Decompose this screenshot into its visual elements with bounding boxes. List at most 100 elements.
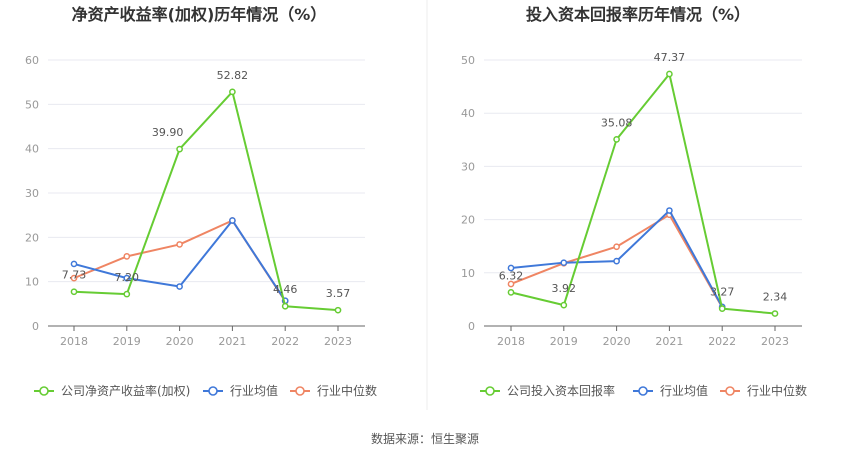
data-labels: 6.32 3.92 35.08 47.37 3.27 2.34 — [499, 51, 788, 304]
data-point — [666, 207, 673, 214]
data-label: 3.92 — [552, 282, 577, 295]
x-tick-label: 2018 — [497, 335, 525, 348]
data-label: 6.32 — [499, 269, 524, 282]
series-lines — [70, 88, 342, 314]
grid-lines — [484, 59, 802, 274]
legend-item[interactable]: 行业中位数 — [290, 383, 377, 398]
data-point — [176, 283, 183, 290]
legend-swatch-marker — [638, 386, 648, 396]
data-label: 2.34 — [763, 291, 788, 304]
y-tick-label: 50 — [25, 98, 39, 111]
data-point — [123, 290, 131, 298]
data-point — [613, 136, 620, 143]
data-label: 47.37 — [654, 51, 686, 64]
y-tick-label: 30 — [461, 160, 475, 173]
legend-label: 行业均值 — [230, 383, 278, 398]
data-point — [718, 305, 726, 312]
y-axis-ticks: 0 10 20 30 40 50 — [461, 54, 475, 333]
legend-item[interactable]: 行业均值 — [633, 383, 708, 398]
y-axis-ticks: 0 10 20 30 40 50 60 — [25, 54, 39, 333]
x-tick-label: 2020 — [166, 335, 194, 348]
series-line — [510, 72, 776, 315]
data-point — [176, 145, 183, 153]
data-source-note: 数据来源：恒生聚源 — [371, 431, 479, 446]
y-tick-label: 10 — [461, 267, 475, 280]
grid-lines — [48, 59, 365, 283]
y-tick-label: 10 — [25, 276, 39, 289]
y-tick-label: 40 — [461, 107, 475, 120]
y-tick-label: 60 — [25, 54, 39, 67]
data-point — [771, 310, 779, 317]
data-point — [613, 243, 620, 251]
x-tick-label: 2019 — [113, 335, 141, 348]
legend-item[interactable]: 行业中位数 — [720, 383, 807, 398]
data-point — [123, 274, 131, 282]
y-tick-label: 40 — [25, 143, 39, 156]
y-tick-label: 30 — [25, 187, 39, 200]
legend-item[interactable]: 公司投入资本回报率 — [480, 383, 615, 398]
chart-title: 净资产收益率(加权)历年情况（%） — [72, 5, 327, 24]
legend-label: 行业中位数 — [747, 383, 807, 398]
series-lines — [507, 70, 779, 317]
legend-swatch-marker — [295, 386, 305, 396]
data-point — [507, 289, 515, 296]
legend[interactable]: 公司净资产收益率(加权) 行业均值 行业中位数 — [34, 383, 377, 398]
roe-chart: 净资产收益率(加权)历年情况（%） 0 10 20 30 40 50 60 2018 2019… — [25, 5, 377, 398]
series-line — [73, 90, 339, 312]
x-axis-ticks: 2018 2019 2020 2021 2022 2023 — [484, 325, 802, 348]
legend-label: 行业均值 — [660, 383, 708, 398]
data-point — [123, 253, 131, 260]
y-tick-label: 0 — [32, 320, 39, 333]
chart-title: 投入资本回报率历年情况（%） — [526, 5, 750, 24]
x-tick-label: 2021 — [655, 335, 683, 348]
legend-label: 公司净资产收益率(加权) — [61, 383, 190, 398]
legend-swatch-marker — [39, 386, 49, 396]
data-label: 4.46 — [273, 283, 298, 296]
y-tick-label: 20 — [25, 231, 39, 244]
legend-item[interactable]: 行业均值 — [203, 383, 278, 398]
data-label: 35.08 — [601, 116, 633, 129]
data-label: 3.57 — [326, 287, 351, 300]
data-point — [613, 257, 620, 265]
data-label: 7.20 — [115, 271, 140, 284]
x-tick-label: 2021 — [218, 335, 246, 348]
legend-swatch-marker — [485, 386, 495, 396]
data-point — [229, 88, 236, 96]
y-tick-label: 20 — [461, 214, 475, 227]
data-point — [176, 241, 183, 248]
legend-label: 公司投入资本回报率 — [507, 383, 615, 398]
data-point — [507, 264, 515, 272]
legend-item[interactable]: 公司净资产收益率(加权) — [34, 383, 190, 398]
x-tick-label: 2022 — [271, 335, 299, 348]
data-labels: 7.73 7.20 39.90 52.82 4.46 3.57 — [62, 69, 351, 300]
x-tick-label: 2019 — [550, 335, 578, 348]
data-point — [560, 301, 568, 309]
data-point — [70, 288, 78, 296]
data-label: 52.82 — [217, 69, 249, 82]
data-point — [229, 217, 236, 224]
data-label: 39.90 — [152, 126, 184, 139]
x-tick-label: 2023 — [324, 335, 352, 348]
y-tick-label: 50 — [461, 54, 475, 67]
y-tick-label: 0 — [468, 320, 475, 333]
x-axis-ticks: 2018 2019 2020 2021 2022 2023 — [48, 325, 365, 348]
data-label: 7.73 — [62, 269, 87, 282]
x-tick-label: 2023 — [761, 335, 789, 348]
x-tick-label: 2022 — [708, 335, 736, 348]
data-point — [334, 306, 342, 314]
legend-swatch-marker — [725, 386, 735, 396]
data-point — [666, 70, 673, 78]
data-point — [281, 302, 289, 310]
data-point — [560, 259, 568, 267]
data-label: 3.27 — [710, 286, 735, 299]
data-point — [70, 274, 78, 282]
data-point — [70, 260, 78, 268]
legend-label: 行业中位数 — [317, 383, 377, 398]
legend[interactable]: 公司投入资本回报率 行业均值 行业中位数 — [480, 383, 807, 398]
data-point — [507, 280, 515, 288]
x-tick-label: 2020 — [603, 335, 631, 348]
x-tick-label: 2018 — [60, 335, 88, 348]
legend-swatch-marker — [208, 386, 218, 396]
